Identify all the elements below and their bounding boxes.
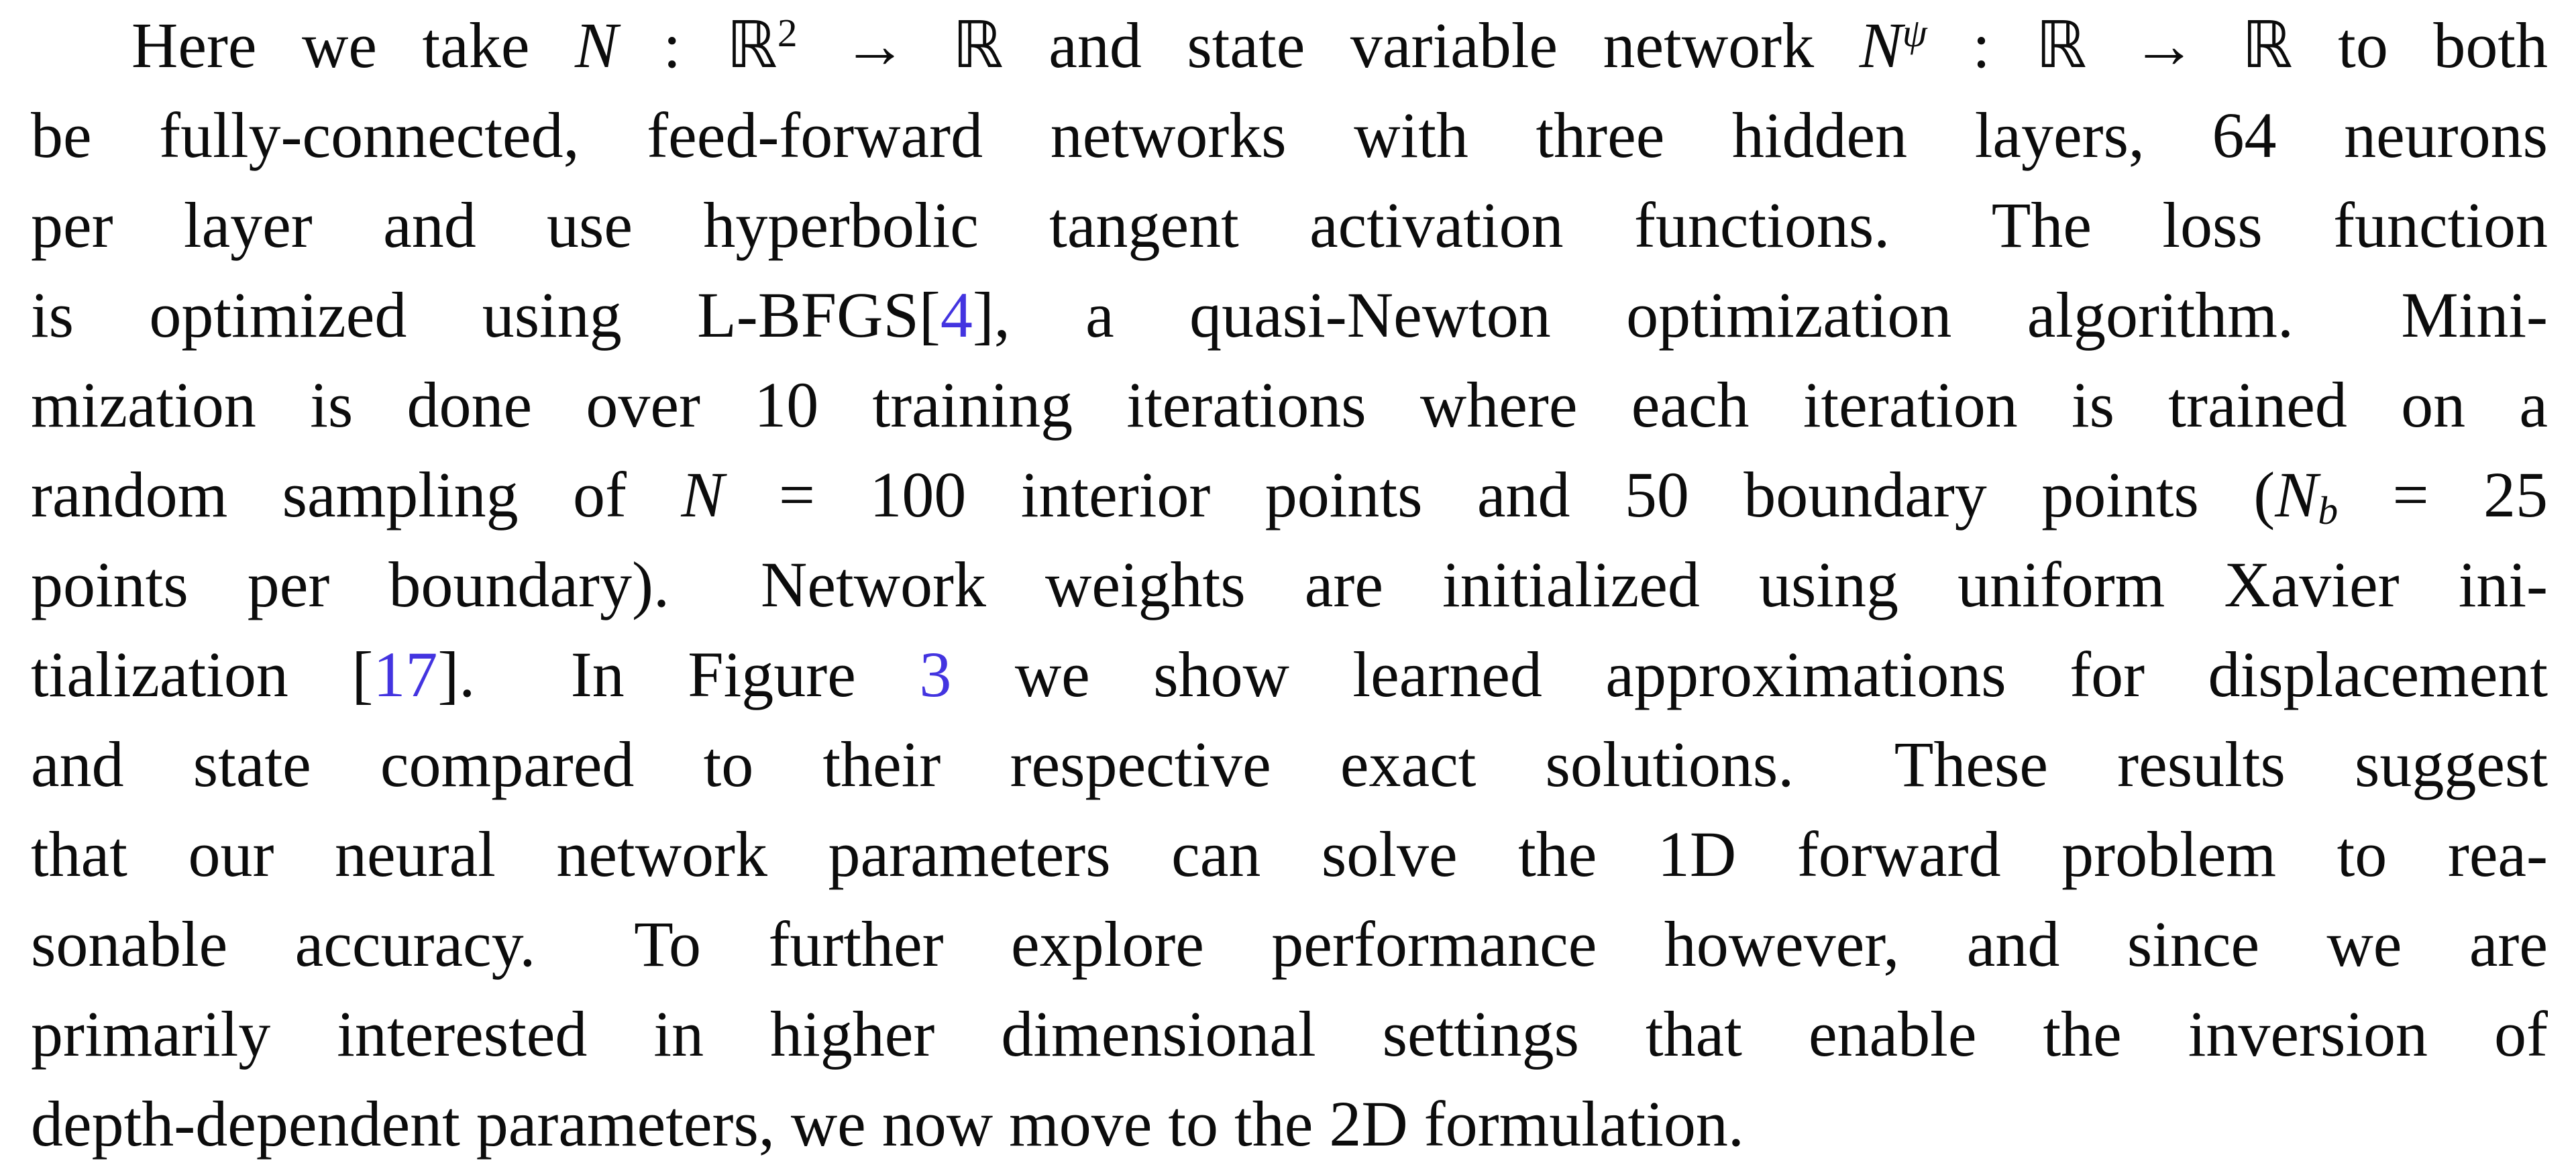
text-line: points per boundary). Network weights ar…: [31, 540, 2548, 630]
text-line: per layer and use hyperbolic tangent act…: [31, 180, 2548, 270]
text-line: tialization [17]. In Figure 3 we show le…: [31, 630, 2548, 720]
blackboard-R: ℝ: [952, 7, 1004, 82]
mathcal-N: N: [1859, 9, 1902, 81]
text-segment: we show learned approximations for displ…: [951, 638, 2548, 710]
text-segment: 2: [777, 11, 798, 56]
text-segment: is optimized using L-BFGS[: [31, 279, 941, 351]
text-line: depth-dependent parameters, we now move …: [31, 1079, 2548, 1169]
text-line: that our neural network parameters can s…: [31, 810, 2548, 899]
text-segment: depth-dependent parameters, we now move …: [31, 1088, 1744, 1160]
subscript-b: b: [2318, 488, 2339, 533]
psi-superscript: ψ: [1902, 11, 1927, 56]
blackboard-R: ℝ: [2035, 7, 2087, 82]
text-segment: points per boundary). Network weights ar…: [31, 549, 2548, 620]
text-line: sonable accuracy. To further explore per…: [31, 899, 2548, 989]
text-line: and state compared to their respective e…: [31, 720, 2548, 810]
text-line: is optimized using L-BFGS[4], a quasi-Ne…: [31, 270, 2548, 360]
citation-link-4[interactable]: 4: [940, 279, 973, 351]
text-segment: sonable accuracy. To further explore per…: [31, 908, 2548, 980]
citation-link-17[interactable]: 17: [373, 638, 438, 710]
text-line: Here we take N : ℝ2 → ℝ and state variab…: [31, 0, 2548, 91]
text-line: primarily interested in higher dimension…: [31, 989, 2548, 1079]
text-segment: ], a quasi-Newton optimization algorithm…: [972, 279, 2548, 351]
text-line: mization is done over 10 training iterat…: [31, 360, 2548, 450]
mathcal-N: N: [574, 9, 619, 81]
blackboard-R: ℝ: [2241, 7, 2293, 82]
text-segment: mization is done over 10 training iterat…: [31, 369, 2548, 441]
text-segment: →: [2086, 9, 2242, 81]
text-segment: →: [797, 9, 953, 81]
text-segment: Here we take: [131, 9, 575, 81]
text-segment: primarily interested in higher dimension…: [31, 998, 2548, 1070]
text-segment: ]. In Figure: [437, 638, 920, 710]
text-line: be fully-connected, feed-forward network…: [31, 91, 2548, 180]
text-line: random sampling of N = 100 interior poin…: [31, 450, 2548, 540]
text-segment: random sampling of: [31, 459, 682, 531]
text-segment: = 25: [2338, 459, 2548, 531]
text-segment: :: [1927, 9, 2036, 81]
blackboard-R: ℝ: [726, 7, 777, 82]
paragraph: Here we take N : ℝ2 → ℝ and state variab…: [31, 0, 2548, 1169]
text-segment: per layer and use hyperbolic tangent act…: [31, 189, 2548, 261]
text-segment: that our neural network parameters can s…: [31, 818, 2548, 890]
text-segment: to both: [2292, 9, 2548, 81]
text-segment: tialization [: [31, 638, 374, 710]
variable-N: N: [2275, 459, 2318, 531]
text-segment: :: [618, 9, 727, 81]
text-segment: = 100 interior points and 50 boundary po…: [724, 459, 2275, 531]
text-segment: be fully-connected, feed-forward network…: [31, 99, 2548, 171]
text-segment: and state compared to their respective e…: [31, 728, 2548, 800]
text-segment: and state variable network: [1003, 9, 1860, 81]
variable-N: N: [681, 459, 724, 531]
figure-ref-link-3[interactable]: 3: [919, 638, 952, 710]
